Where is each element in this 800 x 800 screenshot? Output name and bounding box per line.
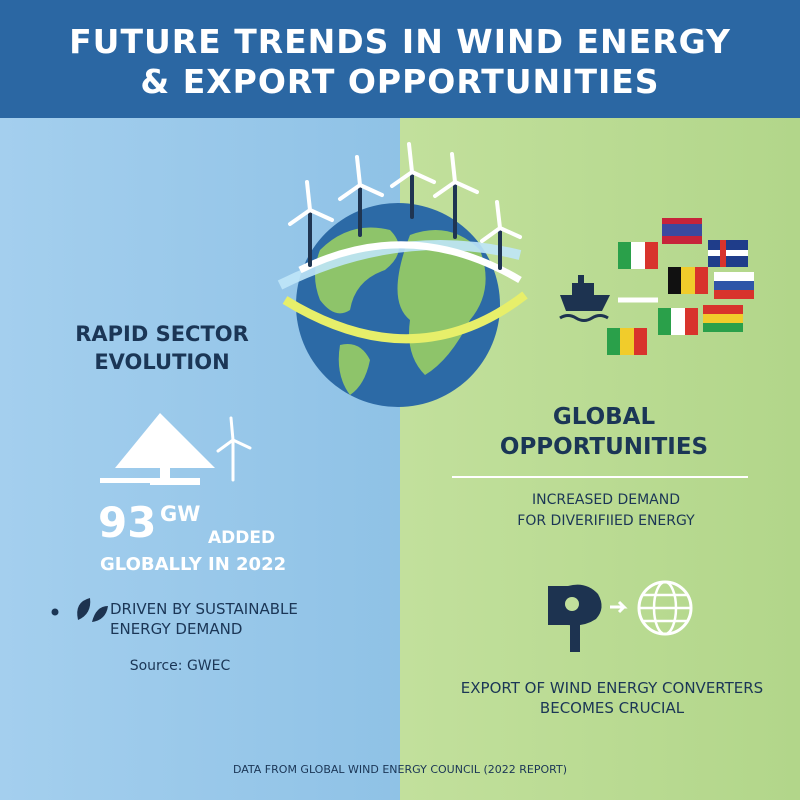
title-line: FUTURE TRENDS IN WIND ENERGY bbox=[69, 22, 731, 61]
stat-caption: GLOBALLY IN 2022 bbox=[100, 554, 287, 575]
globe bbox=[277, 203, 528, 407]
bullet-text: ENERGY DEMAND bbox=[110, 620, 243, 638]
arrow-base bbox=[100, 478, 200, 483]
title-line: & EXPORT OPPORTUNITIES bbox=[140, 62, 660, 101]
right-heading: OPPORTUNITIES bbox=[499, 434, 709, 460]
stat-unit: GW bbox=[160, 502, 201, 526]
stat-value: 93 bbox=[98, 498, 157, 547]
stat-verb: ADDED bbox=[208, 528, 276, 548]
turbines bbox=[216, 142, 522, 482]
demand-text: FOR DIVERIFIIED ENERGY bbox=[517, 513, 695, 529]
converter-icon bbox=[548, 580, 693, 652]
export-text: BECOMES CRUCIAL bbox=[539, 699, 685, 717]
footer: DATA FROM GLOBAL WIND ENERGY COUNCIL (20… bbox=[232, 763, 568, 776]
source: Source: GWEC bbox=[129, 658, 231, 674]
demand-text: INCREASED DEMAND bbox=[531, 492, 681, 508]
left-heading: EVOLUTION bbox=[94, 350, 230, 374]
ship-icon bbox=[559, 275, 658, 322]
bullet-dot bbox=[51, 608, 59, 616]
export-text: EXPORT OF WIND ENERGY CONVERTERS bbox=[460, 679, 764, 697]
header-band bbox=[0, 0, 800, 118]
flags bbox=[607, 218, 754, 355]
right-heading: GLOBAL bbox=[552, 404, 656, 430]
leaf-icon bbox=[77, 598, 108, 622]
bullet-text: DRIVEN BY SUSTAINABLE bbox=[110, 600, 298, 618]
left-heading: RAPID SECTOR bbox=[75, 322, 249, 346]
growth-arrow bbox=[100, 413, 215, 485]
